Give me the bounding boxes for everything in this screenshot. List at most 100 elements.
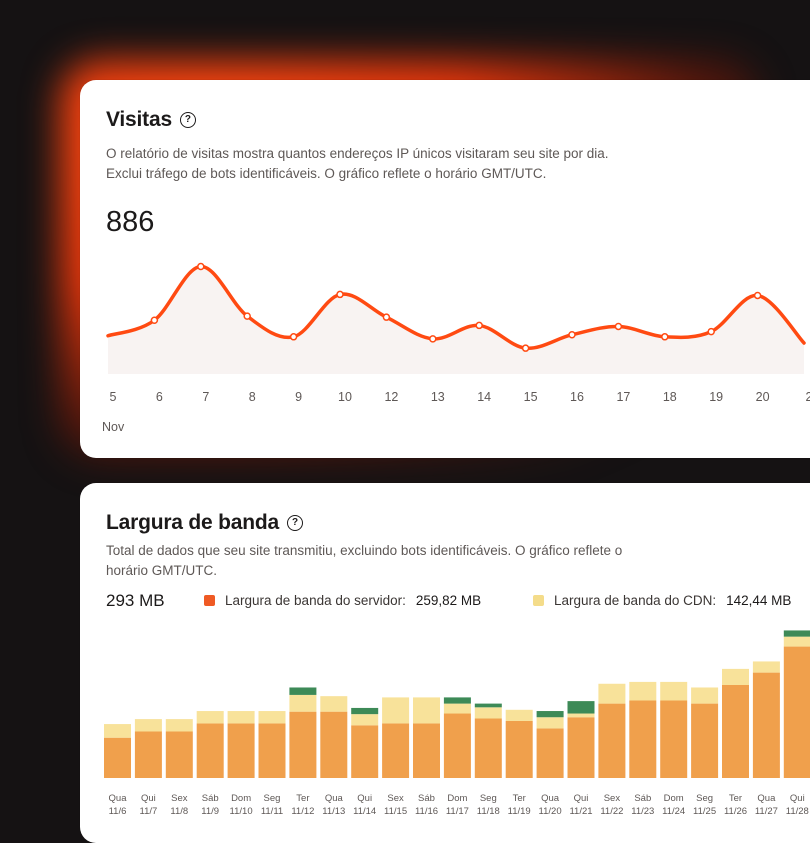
bar-other-segment[interactable] (536, 711, 564, 718)
bar-cdn-segment[interactable] (567, 713, 595, 718)
visits-data-point[interactable] (382, 313, 391, 321)
bar-cdn-segment[interactable] (691, 687, 719, 704)
bar-server-segment[interactable] (505, 720, 533, 778)
bar-cdn-segment[interactable] (443, 703, 471, 714)
bar-server-segment[interactable] (598, 703, 626, 778)
visits-area (108, 266, 804, 374)
bar-server-segment[interactable] (722, 685, 749, 778)
bar-server-segment[interactable] (443, 713, 471, 778)
bandwidth-x-tick-date: 11/24 (662, 806, 686, 817)
bandwidth-x-tick-day: Ter (728, 793, 743, 804)
bandwidth-x-tick-day: Sáb (418, 793, 435, 804)
bar-cdn-segment[interactable] (783, 636, 810, 647)
bar-server-segment[interactable] (351, 725, 379, 778)
help-icon[interactable]: ? (179, 112, 196, 128)
bar-cdn-segment[interactable] (320, 696, 348, 712)
bar-server-segment[interactable] (413, 723, 440, 778)
bandwidth-x-tick-date: 11/6 (108, 806, 127, 817)
bar-cdn-segment[interactable] (722, 668, 749, 685)
bar-cdn-segment[interactable] (382, 697, 410, 724)
visits-data-point[interactable] (429, 335, 437, 343)
bar-other-segment[interactable] (351, 707, 379, 715)
bar-other-segment[interactable] (289, 687, 317, 695)
bar-cdn-segment[interactable] (258, 711, 286, 724)
bar-server-segment[interactable] (474, 718, 502, 778)
bar-cdn-segment[interactable] (227, 711, 255, 724)
bar-cdn-segment[interactable] (752, 661, 780, 673)
bar-server-segment[interactable] (320, 711, 348, 778)
visits-x-tick: 18 (662, 390, 677, 404)
legend-cdn-value: 142,44 MB (726, 593, 792, 608)
bandwidth-x-tick-day: Sex (171, 793, 188, 804)
bar-cdn-segment[interactable] (660, 681, 688, 701)
visits-data-point[interactable] (289, 333, 298, 341)
bar-server-segment[interactable] (165, 731, 193, 779)
visits-data-point[interactable] (475, 321, 483, 330)
visits-data-point[interactable] (521, 344, 530, 352)
visits-line-chart[interactable] (80, 250, 810, 380)
bar-cdn-segment[interactable] (413, 697, 440, 724)
visits-description: O relatório de visitas mostra quantos en… (106, 144, 609, 184)
bar-cdn-segment[interactable] (351, 714, 379, 726)
visits-x-tick: 13 (430, 390, 445, 404)
bar-cdn-segment[interactable] (598, 683, 626, 704)
legend-server-label: Largura de banda do servidor: (225, 593, 406, 608)
visits-x-tick: 17 (616, 390, 631, 404)
bar-other-segment[interactable] (443, 697, 471, 704)
bar-cdn-segment[interactable] (165, 719, 193, 732)
bar-server-segment[interactable] (196, 723, 224, 778)
legend-cdn[interactable]: Largura de banda do CDN: 142,44 MB (533, 593, 791, 608)
bandwidth-x-tick-day: Dom (663, 793, 684, 804)
bar-cdn-segment[interactable] (104, 724, 131, 738)
legend-server-swatch (204, 595, 215, 606)
bar-cdn-segment[interactable] (629, 681, 657, 701)
bandwidth-x-tick-date: 11/20 (538, 806, 562, 817)
bar-cdn-segment[interactable] (536, 717, 564, 729)
bandwidth-x-tick-day: Qua (324, 793, 343, 804)
bar-server-segment[interactable] (567, 717, 595, 778)
bar-other-segment[interactable] (783, 630, 810, 637)
visits-data-point[interactable] (753, 291, 762, 300)
bar-server-segment[interactable] (258, 723, 286, 778)
visits-data-point[interactable] (614, 322, 623, 331)
bar-cdn-segment[interactable] (289, 694, 317, 712)
bandwidth-bar-chart[interactable] (80, 623, 810, 783)
bar-server-segment[interactable] (536, 728, 564, 778)
bandwidth-x-tick-date: 11/27 (754, 806, 778, 817)
visits-description-line: O relatório de visitas mostra quantos en… (106, 146, 609, 161)
bar-server-segment[interactable] (104, 737, 131, 778)
bar-server-segment[interactable] (382, 723, 410, 778)
bandwidth-x-tick-day: Qui (573, 793, 589, 804)
bar-server-segment[interactable] (289, 711, 317, 778)
visits-data-point[interactable] (150, 316, 159, 325)
help-icon[interactable]: ? (287, 515, 304, 531)
visits-data-point[interactable] (707, 327, 715, 336)
legend-server[interactable]: Largura de banda do servidor: 259,82 MB (204, 593, 481, 608)
bar-server-segment[interactable] (660, 700, 688, 779)
bar-server-segment[interactable] (783, 646, 810, 778)
bandwidth-x-tick-date: 11/17 (445, 806, 469, 817)
bar-server-segment[interactable] (752, 672, 780, 778)
bar-cdn-segment[interactable] (474, 707, 502, 719)
bar-other-segment[interactable] (567, 701, 595, 714)
visits-data-point[interactable] (661, 333, 669, 341)
bar-server-segment[interactable] (629, 700, 657, 779)
bar-cdn-segment[interactable] (505, 709, 533, 721)
visits-data-point[interactable] (197, 262, 205, 271)
bar-cdn-segment[interactable] (196, 711, 224, 724)
visits-title: Visitas (106, 108, 172, 131)
bandwidth-x-tick-day: Seg (696, 793, 714, 804)
visits-data-point[interactable] (336, 290, 344, 299)
legend-cdn-swatch (533, 595, 544, 606)
visits-x-tick: 12 (384, 390, 399, 404)
bandwidth-description-line: Total de dados que seu site transmitiu, … (106, 543, 623, 558)
visits-data-point[interactable] (243, 312, 251, 320)
bar-cdn-segment[interactable] (134, 719, 162, 732)
bandwidth-x-tick-day: Qui (357, 793, 373, 804)
bandwidth-x-tick-date: 11/15 (384, 806, 408, 817)
visits-data-point[interactable] (568, 330, 576, 339)
bar-server-segment[interactable] (227, 723, 255, 778)
bar-server-segment[interactable] (691, 703, 719, 778)
bar-other-segment[interactable] (474, 703, 502, 708)
bar-server-segment[interactable] (134, 731, 162, 779)
